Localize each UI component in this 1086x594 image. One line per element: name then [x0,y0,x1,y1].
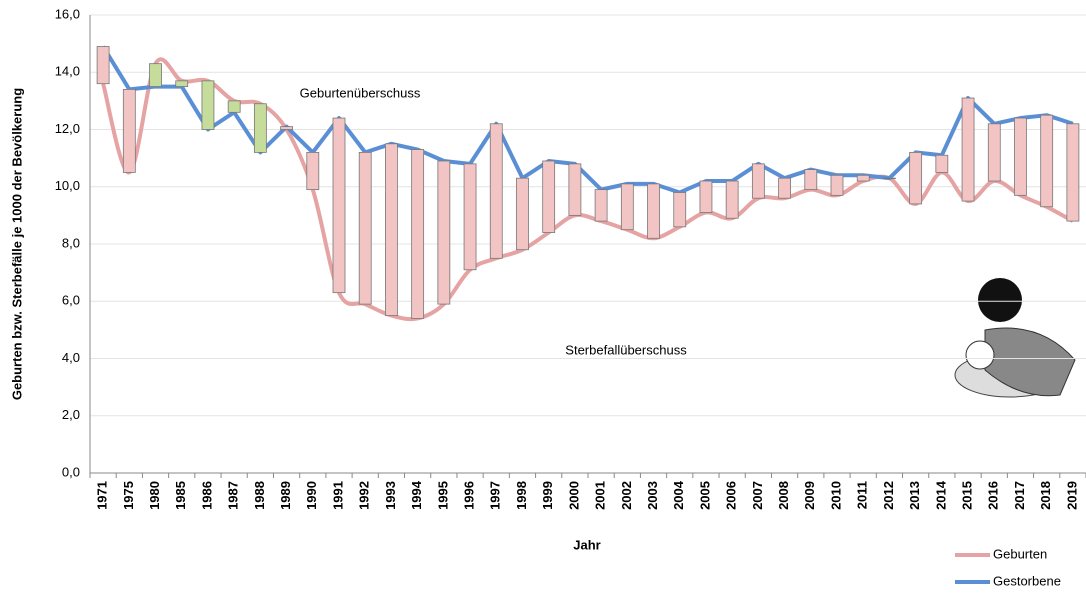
difference-bar [647,183,660,239]
x-tick-label: 1971 [95,481,110,510]
x-tick-label: 1986 [199,481,214,510]
difference-bar [253,103,267,153]
difference-bar [149,63,162,87]
y-tick-label: 0,0 [62,464,80,479]
x-tick-label: 1992 [357,481,372,510]
difference-bar [830,174,844,196]
x-tick-label: 2006 [724,481,739,510]
difference-bar [175,80,189,87]
x-tick-label: 2012 [881,481,896,510]
difference-bar [673,192,687,228]
difference-bar [306,151,320,191]
difference-bar [96,46,110,85]
x-tick-label: 2004 [671,480,686,510]
x-tick-label: 2001 [593,481,608,510]
y-tick-label: 12,0 [55,121,80,136]
x-tick-label: 2009 [802,481,817,510]
annotation: Sterbefallüberschuss [565,342,687,357]
difference-bar [909,151,923,205]
x-tick-label: 2018 [1038,481,1053,510]
difference-bar [699,180,713,213]
x-tick-label: 1991 [330,481,345,510]
difference-bar [883,177,896,180]
difference-bar [227,100,241,113]
y-tick-label: 16,0 [55,6,80,21]
difference-bar [201,80,215,130]
x-tick-label: 1993 [383,481,398,510]
difference-bar [122,89,136,173]
x-tick-label: 2005 [697,481,712,510]
x-tick-label: 2013 [907,481,922,510]
x-tick-label: 2000 [566,481,581,510]
x-tick-label: 2016 [986,481,1001,510]
y-tick-label: 6,0 [62,293,80,308]
x-tick-label: 1999 [540,481,555,510]
difference-bar [1014,117,1027,196]
difference-bar [725,180,739,219]
annotation: Geburtenüberschuss [300,85,421,100]
x-tick-label: 1995 [435,481,450,510]
difference-bar [1066,123,1080,222]
y-axis-title: Geburten bzw. Sterbefälle je 1000 der Be… [9,88,24,400]
difference-bar [751,163,765,199]
difference-bar [542,160,556,233]
difference-bar [463,163,477,271]
x-tick-label: 1997 [488,481,503,510]
x-tick-label: 2007 [750,481,765,510]
y-tick-label: 2,0 [62,407,80,422]
series-line [101,45,1074,195]
y-tick-label: 4,0 [62,350,80,365]
x-tick-label: 2014 [933,480,948,510]
difference-bar [1040,114,1054,208]
x-tick-label: 2002 [619,481,634,510]
x-tick-label: 1990 [304,481,319,510]
difference-bar [961,97,975,202]
x-tick-label: 2019 [1064,481,1079,510]
difference-bar [332,117,346,294]
x-tick-label: 1998 [514,481,529,510]
x-tick-label: 1985 [173,481,188,510]
legend-label: Gestorbene [993,573,1061,588]
difference-bar [594,189,608,222]
difference-bar [437,160,451,305]
difference-bar [280,126,293,130]
x-tick-label: 2017 [1012,481,1027,510]
difference-bar [385,143,398,316]
difference-bar [778,177,791,199]
x-tick-label: 1987 [226,481,241,510]
x-tick-label: 2011 [855,481,870,509]
difference-bar [620,183,634,231]
difference-bar [358,151,372,305]
difference-bar [516,177,529,251]
x-axis-title: Jahr [573,537,600,552]
x-tick-label: 1994 [409,480,424,510]
y-tick-label: 8,0 [62,235,80,250]
x-tick-label: 2010 [828,481,843,510]
difference-bar [987,123,1001,182]
legend-label: Geburten [993,546,1047,561]
x-tick-label: 2003 [645,481,660,510]
x-tick-label: 2015 [959,481,974,510]
difference-bar [489,123,503,259]
difference-bar [935,154,949,173]
x-tick-label: 1989 [278,481,293,510]
x-tick-label: 1980 [147,481,162,510]
y-tick-label: 14,0 [55,64,80,79]
difference-bar [568,163,582,216]
difference-bar [411,149,425,319]
x-tick-label: 1988 [252,481,267,510]
x-tick-label: 2008 [776,481,791,510]
series-line [101,57,1074,322]
illustration [954,278,1076,398]
x-tick-label: 1975 [121,481,136,510]
difference-bar [804,169,818,191]
difference-bar [856,174,870,182]
x-tick-label: 1996 [461,481,476,510]
y-tick-label: 10,0 [55,178,80,193]
